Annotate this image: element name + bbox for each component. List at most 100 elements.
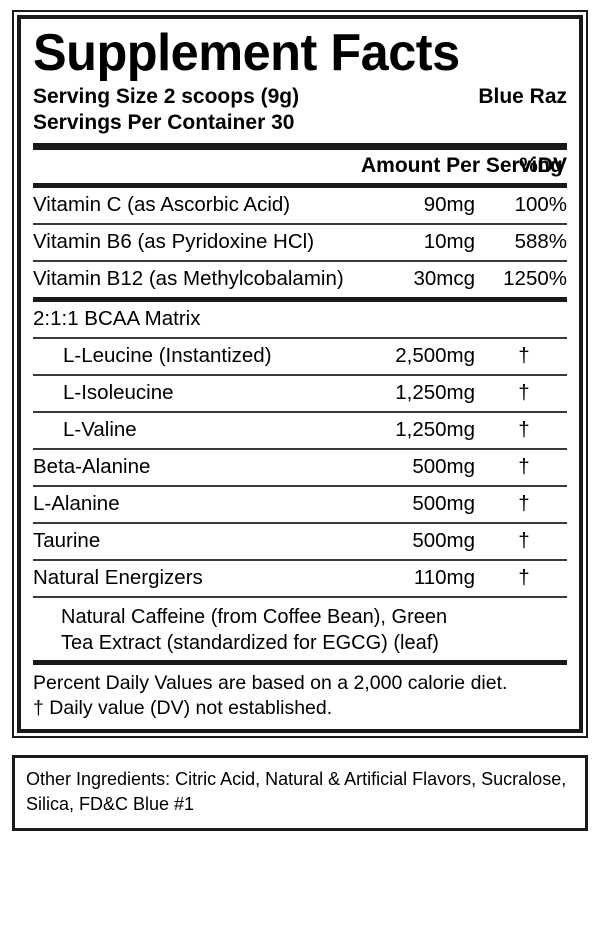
row-separator (33, 558, 567, 561)
ingredient-percent-dv: 1250% (503, 266, 567, 290)
ingredient-amount: 1,250mg (395, 380, 475, 404)
separator-rule (33, 521, 567, 524)
row-separator (33, 259, 567, 262)
rule-under-column-headers (33, 182, 567, 188)
row-separator (33, 447, 567, 450)
other-ingredients-box: Other Ingredients: Citric Acid, Natural … (12, 755, 588, 831)
dagger-symbol: † (518, 343, 530, 367)
ingredient-name: L-Valine (63, 417, 137, 441)
row-separator-line (33, 259, 567, 262)
ingredient-amount: 500mg (412, 528, 475, 552)
dagger-symbol: † (518, 528, 530, 552)
ingredient-amount: 2,500mg (395, 343, 475, 367)
vitamins-table: Vitamin C (as Ascorbic Acid) 90mg 100% Vita… (33, 188, 567, 297)
ingredient-amount: 1,250mg (395, 417, 475, 441)
ingredient-name: Beta-Alanine (33, 454, 151, 478)
separator-rule (33, 259, 567, 262)
ingredient-name: Natural Energizers (33, 565, 203, 589)
flavor-name: Blue Raz (478, 85, 567, 108)
ingredient-name: L-Leucine (Instantized) (63, 343, 272, 367)
row-separator-line (33, 410, 567, 413)
ingredient-percent-dv: 588% (514, 229, 567, 253)
table-row: L-Alanine 500mg † (33, 487, 567, 522)
separator-rule (33, 558, 567, 561)
nutrients-table: Amount Per Serving %DV (33, 150, 567, 183)
separator-rule (33, 373, 567, 376)
ingredient-amount (361, 302, 481, 337)
row-separator (33, 373, 567, 376)
serving-size-row: Serving Size 2 scoops (9g) Blue Raz (33, 85, 567, 110)
ingredient-name: 2:1:1 BCAA Matrix (33, 306, 201, 330)
vitamins-table-body: Vitamin C (as Ascorbic Acid) 90mg 100% Vita… (33, 188, 567, 297)
footnote-daily-values: Percent Daily Values are based on a 2,00… (33, 672, 508, 695)
dagger-symbol: † (518, 417, 530, 441)
row-separator-line (33, 558, 567, 561)
ingredient-name: Vitamin B12 (as Methylcobalamin) (33, 266, 344, 290)
ingredient-amount: 90mg (423, 192, 475, 216)
separator-rule (33, 222, 567, 225)
ingredient-name: Vitamin B6 (as Pyridoxine HCl) (33, 229, 315, 253)
ingredient-name: Taurine (33, 528, 101, 552)
separator-rule (33, 484, 567, 487)
page-title: Supplement Facts (33, 24, 460, 82)
table-row: L-Leucine (Instantized) 2,500mg † (33, 339, 567, 374)
supplement-facts-panel-inner: Supplement Facts Serving Size 2 scoops (… (17, 15, 583, 734)
separator-rule (33, 336, 567, 339)
row-separator-line (33, 484, 567, 487)
header-spacer (33, 150, 361, 183)
table-row: Beta-Alanine 500mg † (33, 450, 567, 485)
table-row: Vitamin B6 (as Pyridoxine HCl) 10mg 588% (33, 225, 567, 260)
supplement-facts-panel: Supplement Facts Serving Size 2 scoops (… (12, 10, 588, 739)
rule-above-footnote (33, 660, 567, 666)
ingredient-amount: 30mcg (413, 266, 475, 290)
serving-size-text: Serving Size 2 scoops (9g) (33, 85, 300, 108)
separator-rule (33, 447, 567, 450)
energizer-detail-line-1: Natural Caffeine (from Coffee Bean), Gre… (61, 605, 448, 628)
row-separator (33, 410, 567, 413)
dagger-symbol: † (518, 565, 530, 589)
other-ingredients-text: Other Ingredients: Citric Acid, Natural … (26, 767, 574, 817)
row-separator-line (33, 373, 567, 376)
table-row: Vitamin B12 (as Methylcobalamin) 30mcg 125… (33, 262, 567, 297)
row-separator-line (33, 336, 567, 339)
header-amount-per-serving: Amount Per Serving (361, 153, 563, 177)
row-separator (33, 336, 567, 339)
nutrients-table-body: Amount Per Serving %DV (33, 150, 567, 183)
row-separator (33, 222, 567, 225)
dagger-symbol: † (518, 491, 530, 515)
separator-rule (33, 410, 567, 413)
table-row: Natural Energizers 110mg † (33, 561, 567, 596)
blend-table: 2:1:1 BCAA Matrix L-Leucine (Instantized)… (33, 302, 567, 596)
header-percent-dv: %DV (519, 153, 567, 177)
servings-per-container-text: Servings Per Container 30 (33, 110, 295, 134)
footnote-block: Percent Daily Values are based on a 2,00… (33, 665, 567, 721)
row-separator-line (33, 222, 567, 225)
ingredient-percent-dv: 100% (514, 192, 567, 216)
row-separator (33, 484, 567, 487)
table-row: Vitamin C (as Ascorbic Acid) 90mg 100% (33, 188, 567, 223)
rule-under-serving-info (33, 142, 567, 150)
energizer-detail: Natural Caffeine (from Coffee Bean), Gre… (33, 598, 567, 661)
ingredient-amount: 500mg (412, 454, 475, 478)
ingredient-amount: 10mg (423, 229, 475, 253)
other-ingredients-line-1: Other Ingredients: Citric Acid, Natural … (26, 769, 567, 790)
blend-table-body: 2:1:1 BCAA Matrix L-Leucine (Instantized)… (33, 302, 567, 596)
rule-above-energizer-detail (33, 595, 567, 598)
row-separator-line (33, 447, 567, 450)
ingredient-name: L-Isoleucine (63, 380, 174, 404)
table-header-row: Amount Per Serving %DV (33, 150, 567, 183)
ingredient-percent-dv (481, 302, 567, 337)
ingredient-amount: 500mg (412, 491, 475, 515)
table-row: L-Valine 1,250mg † (33, 413, 567, 448)
other-ingredients-line-2: Silica, FD&C Blue #1 (26, 794, 195, 815)
energizer-detail-line-2: Tea Extract (standardized for EGCG) (lea… (61, 631, 439, 654)
row-separator-line (33, 521, 567, 524)
table-row: L-Isoleucine 1,250mg † (33, 376, 567, 411)
table-row: Taurine 500mg † (33, 524, 567, 559)
dagger-symbol: † (518, 380, 530, 404)
dagger-symbol: † (518, 454, 530, 478)
footnote-dagger-note: † Daily value (DV) not established. (33, 697, 333, 720)
ingredient-amount: 110mg (413, 565, 475, 589)
rule-under-vitamins (33, 296, 567, 302)
